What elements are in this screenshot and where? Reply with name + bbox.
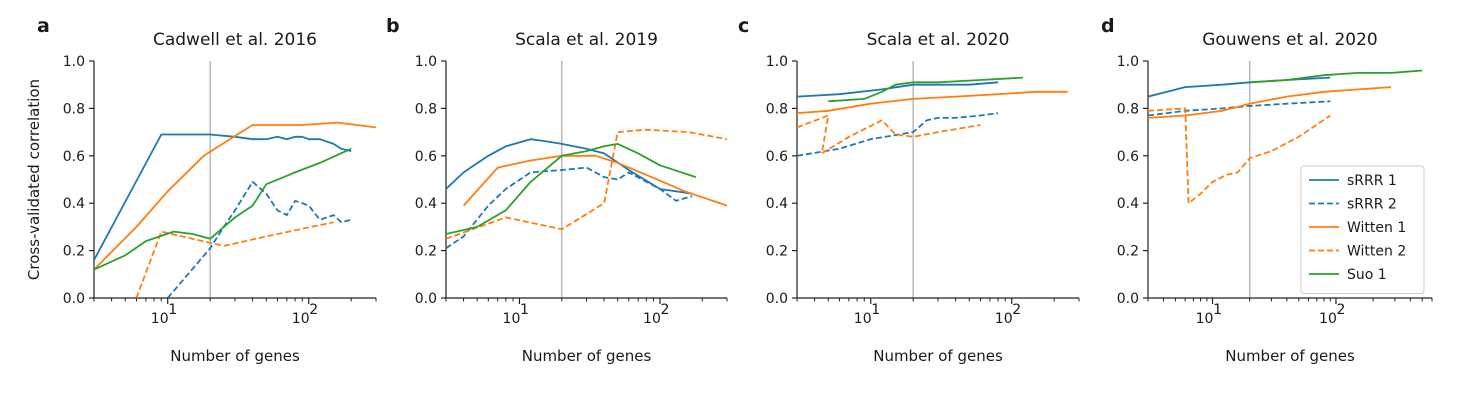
y-tick-label: 0.2 [415,244,437,260]
x-tick-exponent: 2 [1336,302,1345,318]
series-line-srrr-1 [797,81,999,98]
series-line-witten-1 [94,121,376,271]
legend-label: Witten 2 [1347,244,1406,260]
series-line-witten-1 [462,154,727,207]
x-tick-label: 10 [643,311,661,327]
series-group [446,128,727,249]
legend-label: Witten 1 [1347,220,1406,236]
series-line-srrr-1 [446,138,693,195]
legend-label: sRRR 1 [1347,173,1397,189]
panel-a: a Cadwell et al. 2016 0.0 0.2 0.4 0.6 0.8 1.0 10… [25,15,377,365]
series-line-srrr-2 [446,166,693,249]
y-tick-label: 0.4 [766,196,788,212]
y-tick-label: 0.2 [1117,244,1139,260]
y-tick-label: 0.6 [63,149,85,165]
y-tick-label: 0.0 [766,291,788,307]
series-group [797,76,1068,157]
y-tick-label: 0.8 [1117,101,1139,117]
x-tick-label: 10 [151,311,169,327]
y-tick-label: 0.8 [415,101,437,117]
y-tick-label: 1.0 [766,54,788,70]
series-line-suo-1 [446,142,697,235]
legend-box [1300,165,1425,294]
x-tick-exponent: 2 [1012,302,1021,318]
y-tick-label: 0.0 [415,291,437,307]
y-tick-label: 0.4 [63,196,85,212]
x-tick-exponent: 1 [871,302,880,318]
x-tick-label: 10 [995,311,1013,327]
x-axis-label: Number of genes [170,347,300,365]
series-group [94,121,376,298]
panel-label: d [1101,15,1115,37]
legend-label: sRRR 2 [1347,197,1397,213]
legend-label: Suo 1 [1347,267,1387,283]
y-tick-label: 0.0 [1117,291,1139,307]
x-tick-exponent: 2 [309,302,318,318]
series-line-suo-1 [94,147,352,271]
x-tick-label: 10 [1319,311,1337,327]
series-line-srrr-2 [167,180,352,298]
panel-d: d Gouwens et al. 2020 0.0 0.2 0.4 0.6 0.8 1.0 10… [1101,15,1433,365]
panel-label: a [37,15,50,37]
series-group [1148,69,1423,205]
series-line-witten-2 [135,221,334,298]
y-axis-label: Cross-validated correlation [25,79,43,280]
x-axis-label: Number of genes [1225,347,1355,365]
y-tick-label: 1.0 [1117,54,1139,70]
panel-title: Scala et al. 2019 [515,30,658,50]
y-tick-label: 0.0 [63,291,85,307]
series-line-witten-1 [797,90,1068,114]
y-tick-label: 0.6 [415,149,437,165]
y-tick-label: 0.8 [766,101,788,117]
panel-label: b [386,15,400,37]
y-tick-label: 0.8 [63,101,85,117]
panel-title: Scala et al. 2020 [867,30,1010,50]
y-tick-label: 1.0 [415,54,437,70]
x-axis-label: Number of genes [873,347,1003,365]
panel-title: Cadwell et al. 2016 [153,30,317,50]
series-line-srrr-1 [94,133,352,261]
x-tick-exponent: 2 [661,302,670,318]
legend: sRRR 1 sRRR 2 Witten 1 Witten 2 Suo 1 [1300,165,1425,294]
y-tick-label: 0.2 [766,244,788,260]
series-line-witten-2 [1148,107,1331,205]
x-axis-label: Number of genes [522,347,652,365]
x-tick-exponent: 1 [168,302,177,318]
panel-label: c [738,15,749,37]
series-line-witten-2 [797,114,981,155]
panel-title: Gouwens et al. 2020 [1202,30,1378,50]
x-tick-label: 10 [854,311,872,327]
x-tick-label: 10 [503,311,521,327]
series-line-srrr-2 [797,112,999,157]
x-tick-exponent: 1 [520,302,529,318]
y-tick-label: 0.2 [63,244,85,260]
x-tick-exponent: 1 [1213,302,1222,318]
y-tick-label: 0.6 [766,149,788,165]
series-line-suo-1 [828,76,1023,103]
x-tick-label: 10 [1196,311,1214,327]
series-line-witten-2 [446,128,727,240]
y-tick-label: 0.4 [1117,196,1139,212]
x-tick-label: 10 [292,311,310,327]
y-tick-label: 0.4 [415,196,437,212]
series-line-witten-1 [1148,86,1392,119]
y-tick-label: 0.6 [1117,149,1139,165]
series-line-suo-1 [1249,69,1423,84]
series-line-srrr-2 [1148,100,1331,117]
y-tick-label: 1.0 [63,54,85,70]
